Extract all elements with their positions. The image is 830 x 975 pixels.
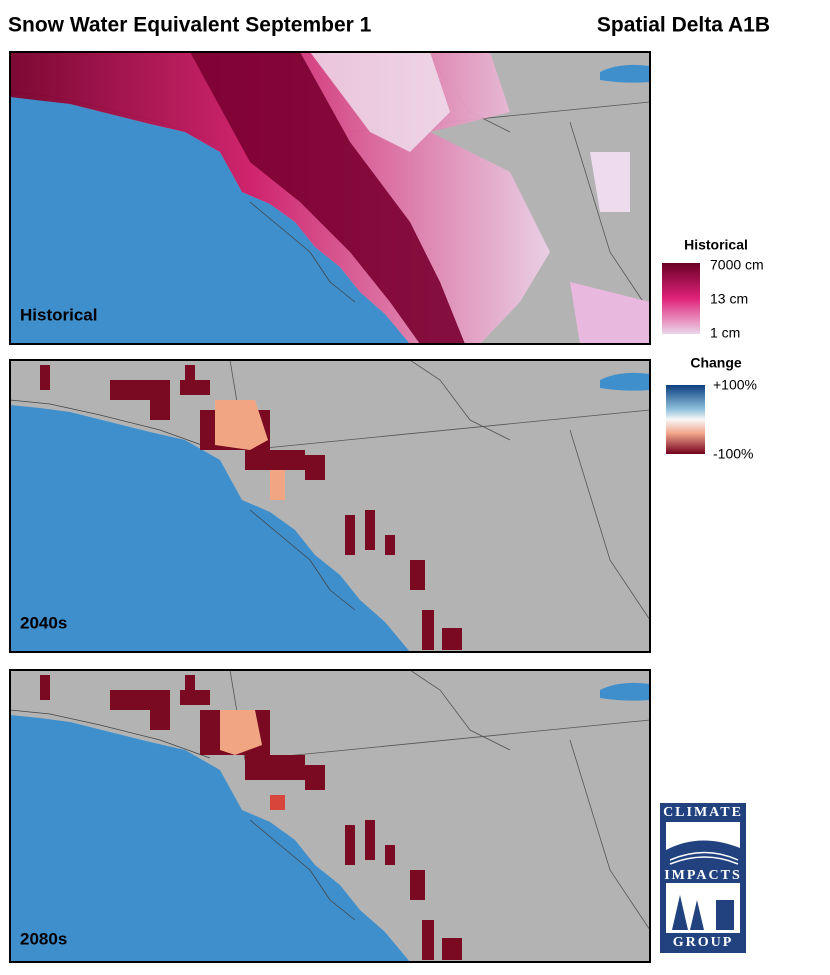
logo-text: IMPACTS	[664, 868, 742, 883]
panel-label: 2080s	[20, 929, 67, 948]
map-panel: Historical	[9, 51, 651, 345]
legend-title: Historical	[684, 237, 748, 253]
legend-label: 13 cm	[710, 291, 748, 307]
panel-label: Historical	[20, 305, 97, 324]
legend-label: 1 cm	[710, 325, 740, 341]
map-panel: 2080s	[9, 669, 651, 963]
logo-text: CLIMATE	[663, 805, 743, 820]
legend-colorbar	[666, 385, 705, 454]
legend-label: +100%	[713, 377, 757, 393]
subtitle: Spatial Delta A1B	[597, 14, 770, 37]
map-panel: 2040s	[9, 359, 651, 653]
legend-label: 7000 cm	[710, 257, 764, 273]
legend-label: -100%	[713, 446, 753, 462]
legend-title: Change	[690, 355, 742, 371]
panel-label: 2040s	[20, 613, 67, 632]
legend-colorbar	[662, 263, 700, 334]
logo-text: GROUP	[673, 935, 734, 950]
title: Snow Water Equivalent September 1	[8, 14, 372, 37]
logo: CLIMATE IMPACTS GROUP	[660, 803, 746, 953]
